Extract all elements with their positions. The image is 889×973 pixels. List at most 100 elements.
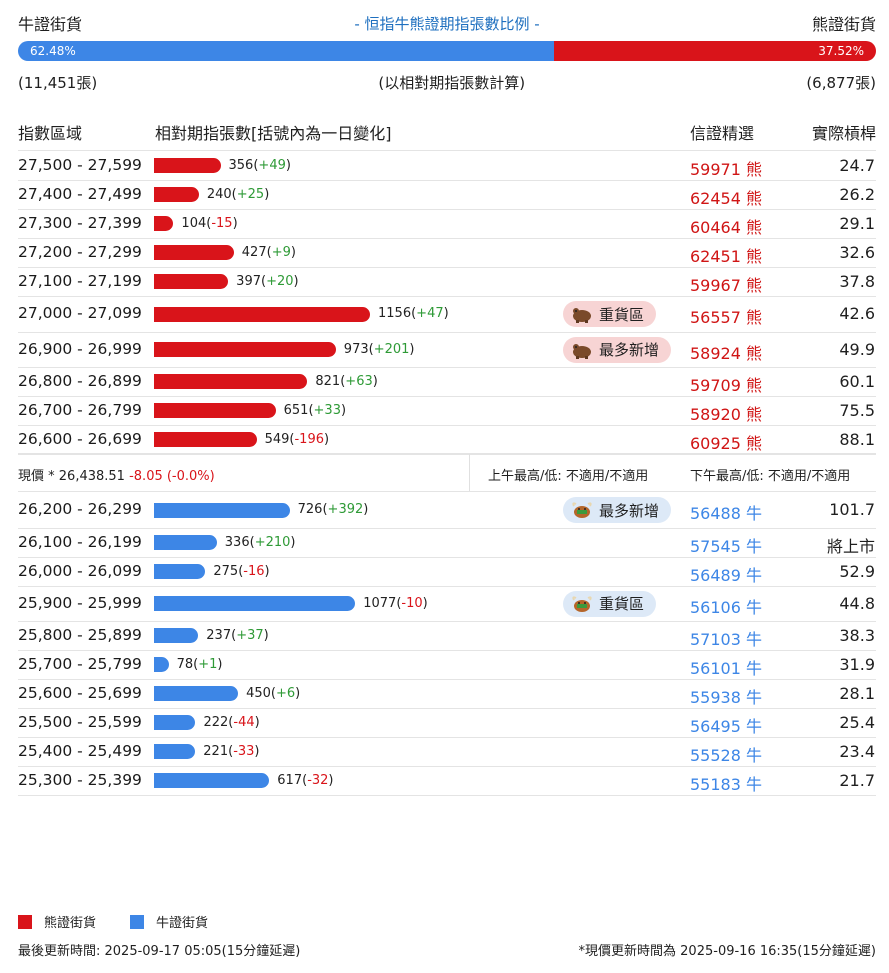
warrant-code-link[interactable]: 62451 熊 [690, 243, 762, 267]
qty-change: +9 [271, 244, 291, 260]
warrant-code-link[interactable]: 59971 熊 [690, 156, 762, 180]
warrant-code[interactable]: 59709 [690, 375, 741, 395]
warrant-code-link[interactable]: 55528 牛 [690, 742, 762, 766]
warrant-code[interactable]: 56495 [690, 716, 741, 736]
warrant-type[interactable]: 熊 [746, 246, 763, 266]
bear-table-row: 26,900 - 26,999 973(+201) 最多新增 58924 熊 49.9 [0, 332, 889, 367]
warrant-type[interactable]: 牛 [746, 687, 763, 707]
effective-leverage: 21.7 [839, 770, 875, 790]
warrant-type[interactable]: 熊 [746, 217, 763, 237]
warrant-code-link[interactable]: 58920 熊 [690, 401, 762, 425]
warrant-code-link[interactable]: 55938 牛 [690, 684, 762, 708]
warrant-code-link[interactable]: 56495 牛 [690, 713, 762, 737]
warrant-type[interactable]: 熊 [746, 308, 763, 327]
qty-close-paren: ) [290, 534, 296, 550]
warrant-type[interactable]: 牛 [746, 565, 763, 585]
effective-leverage: 25.4 [839, 712, 875, 732]
qty-label: 104(-15) [181, 216, 237, 231]
bear-qty-bar [154, 342, 336, 357]
warrant-code[interactable]: 60464 [690, 217, 741, 237]
bear-qty-bar [154, 374, 308, 389]
warrant-type[interactable]: 熊 [746, 343, 763, 363]
qty-open-paren: ( [308, 402, 314, 418]
warrant-code[interactable]: 62454 [690, 188, 741, 208]
warrant-code-link[interactable]: 56101 牛 [690, 655, 762, 679]
effective-leverage: 44.8 [839, 593, 875, 613]
warrant-type[interactable]: 熊 [746, 433, 763, 453]
warrant-type[interactable]: 牛 [746, 504, 763, 523]
warrant-code[interactable]: 56557 [690, 308, 741, 327]
bull-table-row: 26,200 - 26,299 726(+392) 最多新增 56488 牛 101.7 [0, 492, 889, 528]
index-range: 25,600 - 25,699 [18, 683, 142, 702]
warrant-type[interactable]: 熊 [746, 159, 763, 179]
qty-value: 336 [224, 534, 250, 550]
warrant-code-link[interactable]: 56489 牛 [690, 562, 762, 586]
warrant-type[interactable]: 牛 [746, 774, 763, 794]
warrant-type[interactable]: 牛 [746, 597, 763, 617]
index-range: 27,000 - 27,099 [18, 304, 142, 322]
qty-label: 78(+1) [177, 657, 223, 672]
warrant-code-link[interactable]: 56557 熊 [690, 304, 762, 328]
warrant-code-link[interactable]: 57545 牛 [690, 533, 762, 557]
qty-open-paren: ( [253, 157, 259, 173]
effective-leverage: 28.1 [839, 683, 875, 703]
qty-value: 222 [203, 714, 229, 730]
qty-close-paren: ) [217, 656, 223, 672]
qty-change: -32 [307, 772, 329, 788]
warrant-code-link[interactable]: 55183 牛 [690, 771, 762, 795]
warrant-code[interactable]: 56488 [690, 504, 741, 523]
qty-open-paren: ( [396, 595, 402, 611]
warrant-code-link[interactable]: 58924 熊 [690, 340, 762, 364]
warrant-code-link[interactable]: 56488 牛 [690, 500, 762, 524]
qty-value: 78 [176, 656, 194, 672]
warrant-code-link[interactable]: 60464 熊 [690, 214, 762, 238]
warrant-type[interactable]: 牛 [746, 536, 763, 556]
warrant-code-link[interactable]: 60925 熊 [690, 430, 762, 454]
effective-leverage: 42.6 [839, 304, 875, 323]
warrant-code-link[interactable]: 59709 熊 [690, 372, 762, 396]
bear-qty-bar [154, 216, 174, 231]
index-range: 26,100 - 26,199 [18, 532, 142, 551]
bear-table-row: 27,100 - 27,199 397(+20) 59967 熊 37.8 [0, 267, 889, 296]
warrant-type[interactable]: 熊 [746, 275, 763, 295]
warrant-type[interactable]: 熊 [746, 404, 763, 424]
qty-label: 221(-33) [203, 744, 259, 759]
current-price-row: 現價 * 26,438.51 -8.05 (-0.0%) 上午最高/低: 不適用… [0, 454, 889, 492]
warrant-code-link[interactable]: 59967 熊 [690, 272, 762, 296]
warrant-type[interactable]: 牛 [746, 745, 763, 765]
qty-open-paren: ( [206, 215, 212, 231]
qty-close-paren: ) [422, 595, 428, 611]
warrant-code[interactable]: 59971 [690, 159, 741, 179]
bear-table-row: 26,700 - 26,799 651(+33) 58920 熊 75.5 [0, 396, 889, 425]
warrant-code[interactable]: 60925 [690, 433, 741, 453]
warrant-code[interactable]: 55183 [690, 774, 741, 794]
warrant-code[interactable]: 56489 [690, 565, 741, 585]
warrant-code[interactable]: 57545 [690, 536, 741, 556]
divider [18, 296, 876, 297]
qty-value: 397 [236, 273, 261, 289]
warrant-code[interactable]: 58920 [690, 404, 741, 424]
warrant-type[interactable]: 牛 [746, 658, 763, 678]
effective-leverage: 49.9 [839, 339, 875, 359]
warrant-type[interactable]: 熊 [746, 188, 763, 208]
warrant-code-link[interactable]: 56106 牛 [690, 594, 762, 618]
index-range: 27,400 - 27,499 [18, 184, 142, 203]
warrant-code[interactable]: 56101 [690, 658, 741, 678]
qty-open-paren: ( [249, 534, 255, 550]
warrant-code[interactable]: 57103 [690, 629, 741, 649]
warrant-code[interactable]: 55938 [690, 687, 741, 707]
bull-icon [571, 501, 593, 519]
warrant-type[interactable]: 牛 [746, 629, 763, 649]
warrant-code[interactable]: 56106 [690, 597, 741, 617]
warrant-code-link[interactable]: 62454 熊 [690, 185, 762, 209]
warrant-code[interactable]: 62451 [690, 246, 741, 266]
warrant-code[interactable]: 55528 [690, 745, 741, 765]
warrant-code[interactable]: 59967 [690, 275, 741, 295]
warrant-code-link[interactable]: 57103 牛 [690, 626, 762, 650]
warrant-type[interactable]: 熊 [746, 375, 763, 395]
index-range: 26,200 - 26,299 [18, 500, 142, 518]
warrant-type[interactable]: 牛 [746, 716, 763, 736]
divider [18, 267, 876, 268]
bear-ratio-segment: 37.52% [554, 41, 876, 61]
warrant-code[interactable]: 58924 [690, 343, 741, 363]
